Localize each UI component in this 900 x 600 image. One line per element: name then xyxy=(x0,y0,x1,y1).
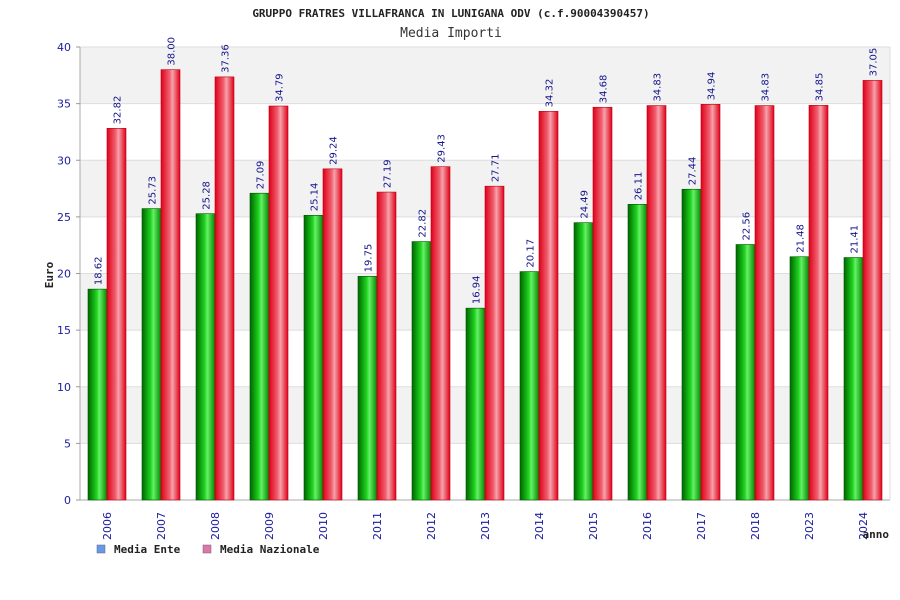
value-label: 19.75 xyxy=(364,244,375,273)
bar-media-ente-2014 xyxy=(519,271,540,501)
bar-media-ente-2023 xyxy=(789,256,810,501)
bar-media-ente-2016 xyxy=(627,204,648,501)
bar-media-nazionale-2023 xyxy=(808,105,829,501)
bar-media-nazionale-2010 xyxy=(322,168,343,501)
bar-media-ente-2024 xyxy=(843,257,864,501)
bar-media-nazionale-2011 xyxy=(376,191,397,501)
x-tick-label: 2017 xyxy=(695,512,708,540)
bar-media-ente-2007 xyxy=(141,208,162,501)
value-label: 29.24 xyxy=(329,136,340,165)
bar-media-nazionale-2016 xyxy=(646,105,667,501)
value-label: 18.62 xyxy=(94,256,105,285)
chart-title: GRUPPO FRATRES VILLAFRANCA IN LUNIGANA O… xyxy=(252,7,649,20)
x-tick-label: 2024 xyxy=(857,512,870,540)
bars xyxy=(87,69,883,501)
bar-media-nazionale-2018 xyxy=(754,105,775,501)
value-label: 37.36 xyxy=(221,44,232,73)
bar-media-nazionale-2024 xyxy=(862,80,883,501)
x-tick-label: 2013 xyxy=(479,512,492,540)
x-axis-label: anno xyxy=(863,528,890,541)
bar-media-ente-2010 xyxy=(303,214,324,501)
legend-swatch xyxy=(96,544,106,554)
x-tick-label: 2018 xyxy=(749,512,762,540)
value-label: 16.94 xyxy=(472,276,483,305)
value-label: 22.82 xyxy=(418,209,429,238)
legend: Media Ente Media Nazionale xyxy=(96,543,320,556)
y-tick-label: 10 xyxy=(57,381,71,394)
x-tick-label: 2012 xyxy=(425,512,438,540)
x-tick-label: 2023 xyxy=(803,512,816,540)
value-label: 34.68 xyxy=(599,75,610,104)
x-tick-label: 2011 xyxy=(371,512,384,540)
value-label: 32.82 xyxy=(113,96,124,125)
value-labels: 18.62 32.82 25.73 38.00 25.28 37.36 27.09 34.79… xyxy=(94,37,880,304)
value-label: 26.11 xyxy=(634,172,645,201)
bar-media-ente-2013 xyxy=(465,307,486,501)
value-label: 21.41 xyxy=(850,225,861,254)
x-tick-label: 2014 xyxy=(533,512,546,540)
x-tick-label: 2007 xyxy=(155,512,168,540)
x-tick-label: 2016 xyxy=(641,512,654,540)
value-label: 25.73 xyxy=(148,176,159,205)
value-label: 34.79 xyxy=(275,73,286,102)
value-label: 25.14 xyxy=(310,183,321,212)
bar-media-ente-2012 xyxy=(411,241,432,501)
y-tick-label: 35 xyxy=(57,98,71,111)
bar-media-ente-2006 xyxy=(87,288,108,501)
value-label: 27.09 xyxy=(256,161,267,190)
x-tick-label: 2015 xyxy=(587,512,600,540)
value-label: 27.19 xyxy=(383,159,394,188)
x-axis-ticks: 2006 2007 2008 2009 2010 2011 2012 2013 2014 2015… xyxy=(101,512,870,540)
y-tick-label: 15 xyxy=(57,324,71,337)
bar-media-ente-2017 xyxy=(681,188,702,501)
y-tick-label: 30 xyxy=(57,154,71,167)
y-tick-label: 25 xyxy=(57,211,71,224)
value-label: 20.17 xyxy=(526,239,537,268)
legend-label: Media Ente xyxy=(114,543,181,556)
value-label: 29.43 xyxy=(437,134,448,163)
bar-media-ente-2015 xyxy=(573,222,594,501)
value-label: 34.83 xyxy=(761,73,772,102)
value-label: 27.44 xyxy=(688,157,699,186)
x-tick-label: 2010 xyxy=(317,512,330,540)
bar-media-nazionale-2008 xyxy=(214,76,235,501)
bar-media-ente-2018 xyxy=(735,244,756,501)
value-label: 37.05 xyxy=(869,48,880,77)
y-tick-label: 20 xyxy=(57,268,71,281)
y-axis-label: Euro xyxy=(43,261,56,288)
bar-media-nazionale-2014 xyxy=(538,111,559,501)
value-label: 21.48 xyxy=(796,224,807,253)
legend-label: Media Nazionale xyxy=(220,543,320,556)
y-tick-label: 40 xyxy=(57,41,71,54)
chart-subtitle: Media Importi xyxy=(400,26,502,41)
x-tick-label: 2006 xyxy=(101,512,114,540)
y-axis-ticks: 0 5 10 15 20 25 30 35 40 xyxy=(57,41,80,507)
value-label: 25.28 xyxy=(202,181,213,210)
x-tick-label: 2009 xyxy=(263,512,276,540)
value-label: 34.32 xyxy=(545,79,556,108)
value-label: 24.49 xyxy=(580,190,591,219)
bar-media-nazionale-2006 xyxy=(106,128,127,501)
value-label: 34.94 xyxy=(707,72,718,101)
bar-media-ente-2009 xyxy=(249,192,270,501)
bar-media-nazionale-2009 xyxy=(268,105,289,501)
x-tick-label: 2008 xyxy=(209,512,222,540)
bar-media-nazionale-2012 xyxy=(430,166,451,501)
value-label: 22.56 xyxy=(742,212,753,241)
value-label: 34.85 xyxy=(815,73,826,102)
bar-media-nazionale-2007 xyxy=(160,69,181,501)
bar-media-nazionale-2013 xyxy=(484,185,505,501)
value-label: 34.83 xyxy=(653,73,664,102)
bar-media-nazionale-2017 xyxy=(700,104,721,501)
value-label: 38.00 xyxy=(167,37,178,66)
bar-media-ente-2008 xyxy=(195,213,216,501)
legend-swatch xyxy=(202,544,212,554)
value-label: 27.71 xyxy=(491,154,502,183)
y-tick-label: 0 xyxy=(64,494,71,507)
bar-media-nazionale-2015 xyxy=(592,106,613,501)
bar-media-ente-2011 xyxy=(357,276,378,501)
y-tick-label: 5 xyxy=(64,437,71,450)
